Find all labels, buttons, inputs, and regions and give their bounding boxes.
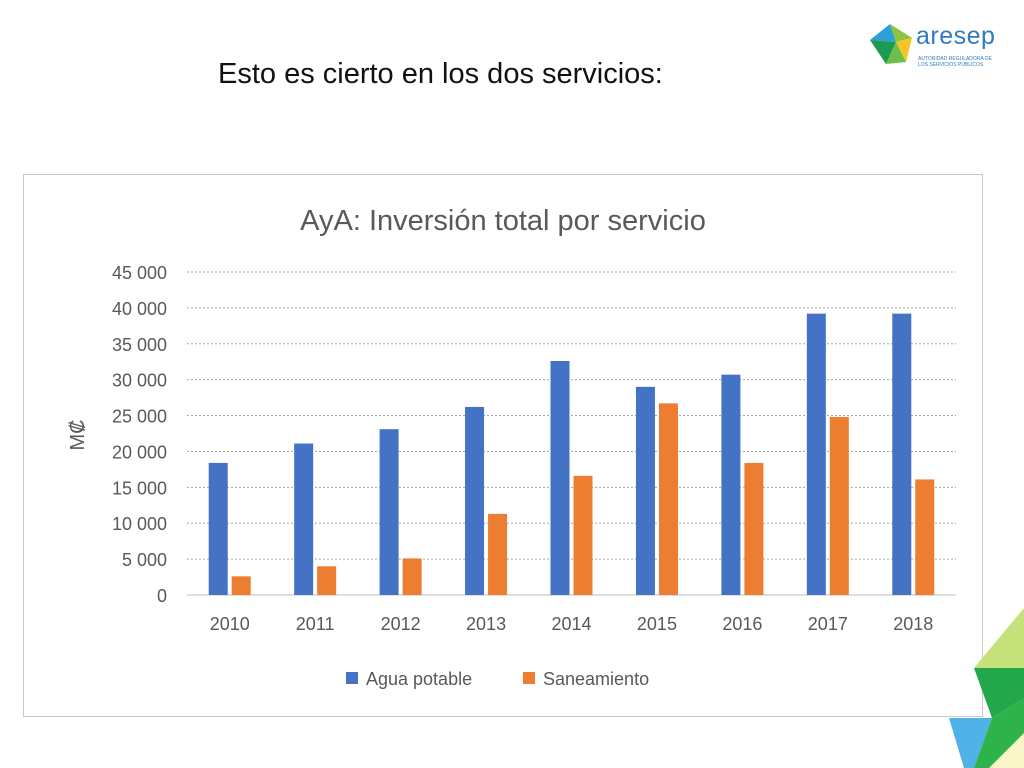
bar-agua-potable [635, 386, 655, 595]
x-tick-label: 2013 [466, 614, 506, 634]
logo-wordmark: aresep [916, 22, 996, 50]
bar-agua-potable [465, 406, 485, 595]
aresep-logo-mark-icon [870, 24, 912, 64]
y-tick-label: 20 000 [112, 442, 167, 462]
y-tick-label: 25 000 [112, 407, 167, 427]
y-tick-label: 40 000 [112, 299, 167, 319]
bar-agua-potable [892, 313, 912, 595]
x-tick-label: 2010 [210, 614, 250, 634]
decorative-corner-shapes [949, 608, 1024, 768]
x-tick-labels: 2010 2011 2012 2013 2014 2015 2016 2017 2018 [210, 614, 934, 634]
slide-title: Esto es cierto en los dos servicios: [218, 58, 663, 90]
y-tick-label: 5 000 [122, 550, 167, 570]
x-tick-label: 2012 [381, 614, 421, 634]
y-tick-label: 0 [157, 586, 167, 606]
bar-saneamiento [317, 566, 337, 595]
x-tick-label: 2011 [296, 614, 335, 634]
bar-agua-potable [806, 313, 826, 595]
y-axis-label: M₡ [67, 419, 89, 450]
y-tick-label: 10 000 [112, 514, 167, 534]
bar-saneamiento [829, 416, 849, 595]
legend-swatch [523, 672, 535, 684]
chart-title: AyA: Inversión total por servicio [300, 205, 706, 237]
x-tick-label: 2018 [893, 614, 933, 634]
bar-saneamiento [402, 558, 422, 595]
bar-agua-potable [208, 462, 228, 595]
legend-label: Saneamiento [543, 669, 649, 689]
legend-swatch [346, 672, 358, 684]
bar-saneamiento [744, 462, 764, 595]
bars [208, 313, 935, 595]
bar-saneamiento [573, 475, 593, 595]
x-tick-label: 2015 [637, 614, 677, 634]
chart-frame: AyA: Inversión total por servicio M₡ 0 5 … [23, 174, 983, 717]
x-tick-label: 2017 [808, 614, 848, 634]
bar-saneamiento [915, 479, 935, 595]
bar-agua-potable [721, 374, 741, 595]
bar-agua-potable [550, 361, 570, 595]
bar-saneamiento [488, 513, 508, 595]
y-tick-labels: 0 5 000 10 000 15 000 20 000 25 000 30 000 35 0… [112, 263, 167, 606]
bar-saneamiento [658, 403, 678, 595]
legend-label: Agua potable [366, 669, 472, 689]
y-tick-label: 30 000 [112, 371, 167, 391]
y-tick-label: 35 000 [112, 335, 167, 355]
bar-agua-potable [294, 443, 314, 595]
x-tick-label: 2014 [551, 614, 591, 634]
gridlines [187, 271, 956, 596]
x-tick-label: 2016 [722, 614, 762, 634]
bar-agua-potable [379, 429, 399, 595]
y-tick-label: 45 000 [112, 263, 167, 283]
logo-subtitle: AUTORIDAD REGULADORA DE LOS SERVICIOS PÚ… [918, 56, 992, 68]
y-tick-label: 15 000 [112, 478, 167, 498]
bar-chart: AyA: Inversión total por servicio M₡ 0 5 … [67, 205, 956, 689]
legend: Agua potable Saneamiento [346, 669, 649, 689]
bar-saneamiento [231, 576, 251, 595]
aresep-logo: aresep AUTORIDAD REGULADORA DE LOS SERVI… [866, 16, 996, 76]
